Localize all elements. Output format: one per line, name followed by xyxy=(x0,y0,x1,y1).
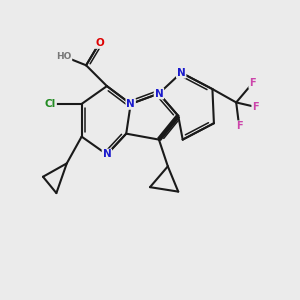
Text: N: N xyxy=(177,68,186,78)
Text: N: N xyxy=(126,99,135,109)
Text: HO: HO xyxy=(56,52,71,61)
Text: Cl: Cl xyxy=(45,99,56,109)
Text: F: F xyxy=(236,121,242,131)
Text: N: N xyxy=(154,88,163,98)
Text: O: O xyxy=(95,38,104,48)
Text: F: F xyxy=(249,78,256,88)
Text: F: F xyxy=(252,102,259,112)
Text: N: N xyxy=(103,149,111,160)
